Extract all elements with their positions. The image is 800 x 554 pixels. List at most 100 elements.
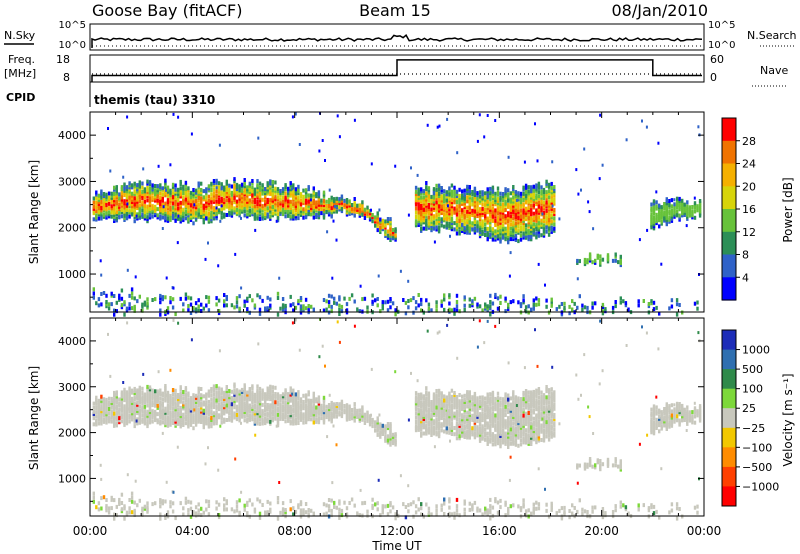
power-cell: [391, 228, 395, 232]
velocity-cell: [102, 417, 106, 422]
velocity-cell: [123, 396, 126, 401]
velocity-cell: [427, 401, 431, 406]
power-cell: [499, 239, 502, 244]
velocity-cell: [340, 407, 344, 412]
power-cell: [437, 187, 441, 192]
power-cell: [324, 159, 326, 162]
power-cell: [463, 199, 466, 203]
power-cell: [233, 177, 236, 182]
power-cell: [269, 179, 272, 184]
power-cell: [243, 182, 246, 187]
power-cell: [450, 202, 454, 207]
power-cell: [522, 202, 525, 207]
velocity-cell: [156, 395, 159, 400]
velocity-cell: [187, 420, 190, 425]
power-cell: [166, 193, 170, 198]
power-cell: [345, 204, 349, 209]
power-cell: [594, 260, 597, 265]
power-cell: [658, 203, 661, 208]
power-cell: [235, 203, 239, 208]
power-cell: [133, 304, 136, 309]
velocity-cell: [264, 400, 267, 405]
velocity-cell: [107, 415, 111, 420]
velocity-cell: [143, 419, 147, 424]
velocity-cell: [207, 420, 211, 425]
power-cell: [371, 293, 374, 298]
power-cell: [698, 203, 702, 208]
velocity-cell: [171, 392, 175, 397]
power-cell: [540, 224, 543, 229]
power-cell: [494, 202, 497, 207]
power-cell: [504, 187, 507, 192]
velocity-cell: [256, 405, 259, 409]
power-cell: [358, 207, 361, 212]
power-cell: [363, 209, 367, 214]
velocity-cell: [256, 388, 259, 393]
power-cell: [189, 215, 193, 220]
power-cell: [463, 295, 466, 300]
power-cell: [678, 217, 681, 222]
power-cell: [143, 191, 147, 196]
power-cell: [422, 212, 425, 217]
power-cell: [458, 221, 461, 226]
power-cell: [233, 185, 236, 190]
power-cell: [530, 195, 533, 200]
power-cell: [105, 207, 108, 212]
power-cell: [361, 204, 364, 209]
power-cell: [228, 190, 231, 194]
velocity-cell: [159, 388, 162, 393]
power-cell: [312, 215, 315, 220]
velocity-cell: [325, 411, 328, 415]
velocity-cell: [110, 415, 113, 420]
velocity-cell: [279, 412, 282, 417]
power-cell: [238, 196, 241, 201]
power-cell: [508, 274, 511, 278]
power-cell: [417, 214, 420, 219]
power-cell: [681, 200, 684, 205]
power-cell: [97, 208, 101, 213]
power-colorbar-swatch: [722, 209, 736, 233]
power-colorbar-swatch: [722, 186, 736, 210]
velocity-cell: [417, 421, 420, 426]
power-cell: [532, 205, 535, 210]
power-cell: [501, 214, 505, 219]
power-cell: [535, 296, 538, 301]
power-cell: [414, 219, 418, 224]
power-cell: [463, 215, 466, 220]
power-cell: [463, 201, 466, 206]
power-cell: [338, 205, 341, 210]
power-cell: [484, 222, 487, 227]
power-cell: [202, 197, 205, 202]
velocity-cell: [299, 413, 303, 418]
power-cell: [212, 179, 216, 183]
velocity-cell: [302, 420, 305, 425]
velocity-cell: [266, 417, 269, 422]
velocity-cell: [125, 398, 129, 403]
power-cell: [95, 217, 98, 222]
velocity-cell: [307, 390, 310, 395]
velocity-cell: [478, 418, 482, 423]
velocity-cell: [453, 401, 456, 406]
velocity-cell: [194, 416, 198, 421]
power-cell: [235, 304, 239, 309]
velocity-cell: [261, 388, 264, 393]
velocity-cell: [312, 399, 315, 404]
power-cell: [179, 296, 182, 301]
velocity-cell: [312, 416, 315, 421]
power-cell: [177, 214, 180, 218]
power-cell: [530, 235, 533, 240]
velocity-cell: [276, 406, 280, 411]
power-cell: [330, 202, 333, 206]
power-cell: [220, 207, 223, 212]
velocity-cell: [110, 419, 113, 424]
velocity-cell: [235, 398, 239, 403]
power-cell: [148, 180, 152, 185]
power-cell: [159, 195, 162, 200]
power-cell: [261, 183, 264, 188]
velocity-cell: [253, 403, 257, 408]
power-cell: [542, 219, 546, 224]
power-cell: [207, 295, 211, 300]
velocity-cell: [430, 408, 433, 413]
power-cell: [430, 219, 433, 224]
velocity-cell: [317, 420, 321, 425]
